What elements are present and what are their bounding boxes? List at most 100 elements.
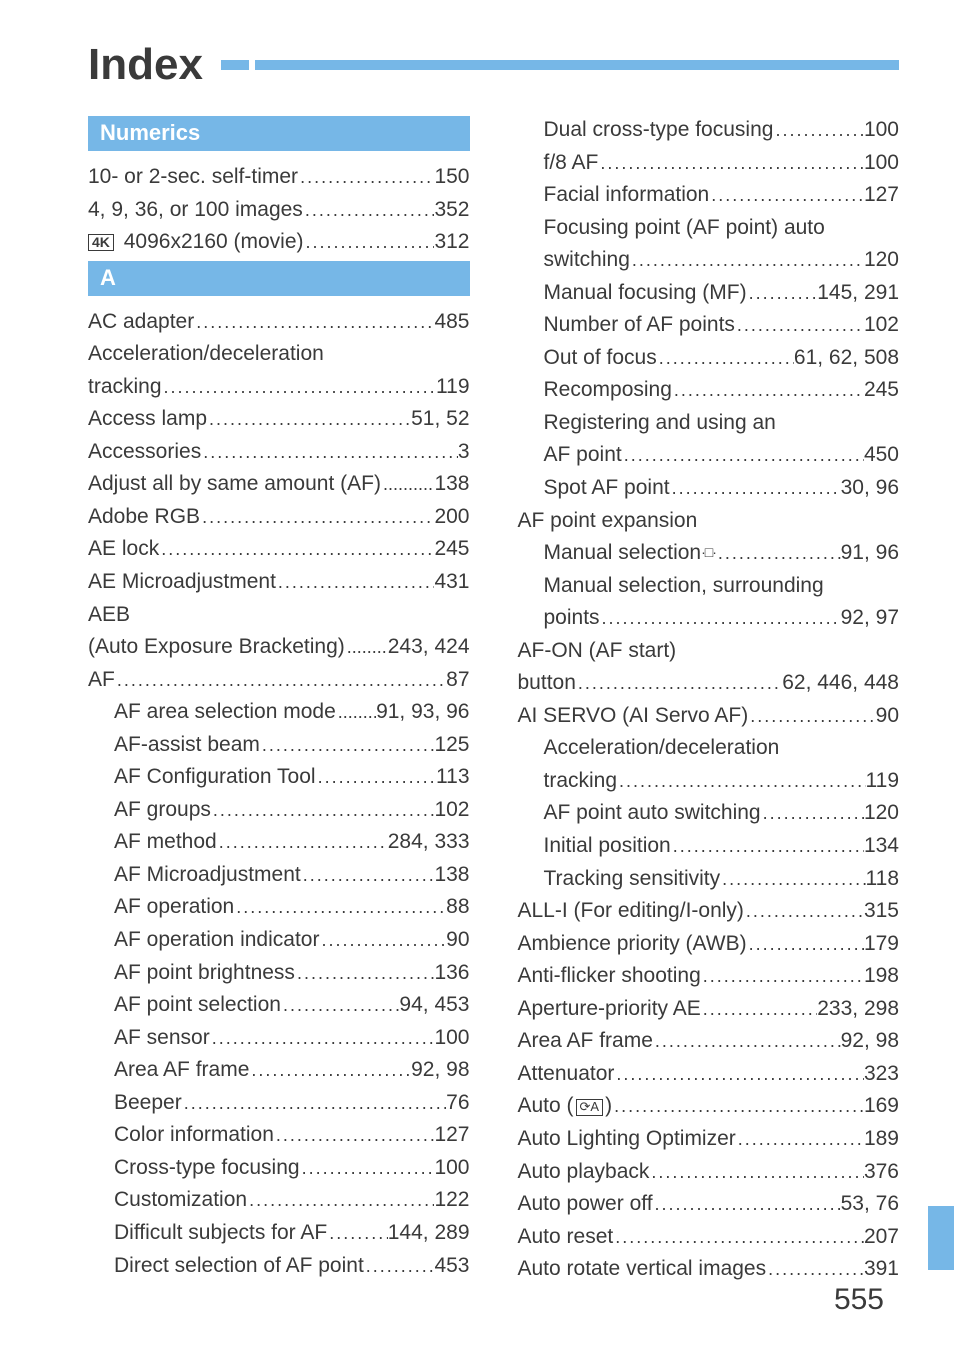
index-entry-label: Dual cross-type focusing (544, 114, 774, 147)
index-entry-pages: 100 (434, 1152, 469, 1185)
side-tab (928, 1206, 954, 1270)
index-entry-pages: 90 (446, 924, 469, 957)
index-column-right: Dual cross-type focusing 100f/8 AF 100Fa… (518, 114, 900, 1286)
index-entry-label: 4, 9, 36, or 100 images (88, 194, 303, 227)
leader-dots (773, 117, 864, 145)
leader-dots (210, 1025, 435, 1053)
index-entry-pages: 312 (434, 226, 469, 259)
index-entry-label: Initial position (544, 830, 671, 863)
index-entry-label: Registering and using an (544, 407, 776, 440)
index-entry-label: Ambience priority (AWB) (518, 928, 747, 961)
leader-dots (217, 829, 388, 857)
index-entry-label: AF point auto switching (544, 797, 761, 830)
leader-dots (162, 374, 436, 402)
index-entry-label: AF-ON (AF start) (518, 635, 677, 668)
index-entry: switching 120 (518, 244, 900, 277)
index-entry-pages: 125 (434, 729, 469, 762)
index-entry: Number of AF points 102 (518, 309, 900, 342)
leader-dots (649, 1159, 864, 1187)
leader-dots (670, 475, 841, 503)
index-entry-label: Adjust all by same amount (AF) (88, 468, 381, 501)
index-entry-pages: 92, 98 (411, 1054, 469, 1087)
index-entry-pages: 51, 52 (411, 403, 469, 436)
index-entry-label: Anti-flicker shooting (518, 960, 701, 993)
index-entry: AF point selection 94, 453 (88, 989, 470, 1022)
index-entry-label: Area AF frame (518, 1025, 653, 1058)
index-entry-label: AI SERVO (AI Servo AF) (518, 700, 749, 733)
fourk-icon: 4K (88, 234, 114, 251)
index-entry: Access lamp 51, 52 (88, 403, 470, 436)
index-entry: Recomposing 245 (518, 374, 900, 407)
index-entry: 4, 9, 36, or 100 images 352 (88, 194, 470, 227)
index-entry-label: Aperture-priority AE (518, 993, 701, 1026)
index-entry: Dual cross-type focusing 100 (518, 114, 900, 147)
index-entry-pages: 169 (864, 1090, 899, 1123)
auto-mode-icon: ⟳A (576, 1099, 604, 1115)
index-entry: Auto reset 207 (518, 1221, 900, 1254)
index-entry: Facial information 127 (518, 179, 900, 212)
af-expand-icon: ·□· (701, 542, 716, 564)
leader-dots (576, 670, 782, 698)
index-entry-pages: 233, 298 (817, 993, 899, 1026)
index-entry: AF-assist beam 125 (88, 729, 470, 762)
index-entry-label: AF groups (114, 794, 211, 827)
leader-dots (735, 312, 864, 340)
index-entry-label: tracking (88, 371, 162, 404)
index-entry: Beeper 76 (88, 1087, 470, 1120)
leader-dots (295, 960, 435, 988)
index-entry-pages: 92, 97 (841, 602, 899, 635)
index-entry-label: Auto power off (518, 1188, 653, 1221)
index-entry: Area AF frame 92, 98 (88, 1054, 470, 1087)
index-entry: Anti-flicker shooting 198 (518, 960, 900, 993)
index-entry-label: Manual focusing (MF) (544, 277, 747, 310)
index-entry-pages: 179 (864, 928, 899, 961)
index-entry-label: Focusing point (AF point) auto (544, 212, 825, 245)
index-entry: Focusing point (AF point) auto (518, 212, 900, 245)
leader-dots (211, 797, 435, 825)
index-entry-pages: 150 (434, 161, 469, 194)
index-entry-pages: 119 (866, 765, 899, 798)
index-entry-label: Acceleration/deceleration (88, 338, 324, 371)
index-entry-pages: 76 (446, 1087, 469, 1120)
index-entry-label: AF point brightness (114, 957, 295, 990)
index-entry: button 62, 446, 448 (518, 667, 900, 700)
index-entry: Registering and using an (518, 407, 900, 440)
leader-dots (747, 931, 864, 959)
leader-dots (747, 280, 818, 308)
index-entry-label: 10- or 2-sec. self-timer (88, 161, 298, 194)
page-title: Index (88, 40, 203, 90)
index-entry-pages: 30, 96 (841, 472, 899, 505)
index-entry-pages: 284, 333 (388, 826, 470, 859)
index-entry: ALL-I (For editing/I-only) 315 (518, 895, 900, 928)
index-entry-label: Attenuator (518, 1058, 615, 1091)
index-entry: Customization 122 (88, 1184, 470, 1217)
leader-dots (115, 667, 446, 695)
index-column-left: Numerics10- or 2-sec. self-timer 1504, 9… (88, 114, 470, 1286)
index-entry-pages: 127 (864, 179, 899, 212)
leader-dots (744, 898, 864, 926)
index-entry: Color information 127 (88, 1119, 470, 1152)
index-entry: Manual selection, surrounding (518, 570, 900, 603)
index-entry: AE Microadjustment 431 (88, 566, 470, 599)
index-entry: Tracking sensitivity 118 (518, 863, 900, 896)
index-entry: Difficult subjects for AF 144, 289 (88, 1217, 470, 1250)
index-entry: AF operation 88 (88, 891, 470, 924)
index-entry-label: ALL-I (For editing/I-only) (518, 895, 744, 928)
index-entry: Adobe RGB 200 (88, 501, 470, 534)
leader-dots (316, 764, 436, 792)
leader-dots (364, 1253, 435, 1281)
index-entry-label: AE Microadjustment (88, 566, 276, 599)
leader-dots (761, 800, 864, 828)
index-entry-pages: 90 (876, 700, 899, 733)
index-entry-label: Area AF frame (114, 1054, 249, 1087)
index-entry-label: Spot AF point (544, 472, 670, 505)
index-entry-label: AF area selection mode (114, 696, 336, 729)
leader-dots (201, 439, 458, 467)
index-entry-label: AF point (544, 439, 622, 472)
index-entry: Area AF frame 92, 98 (518, 1025, 900, 1058)
leader-dots (276, 569, 435, 597)
leader-dots (301, 862, 435, 890)
leader-dots (182, 1090, 446, 1118)
leader-dots (612, 1093, 864, 1121)
index-entry-pages: 431 (434, 566, 469, 599)
